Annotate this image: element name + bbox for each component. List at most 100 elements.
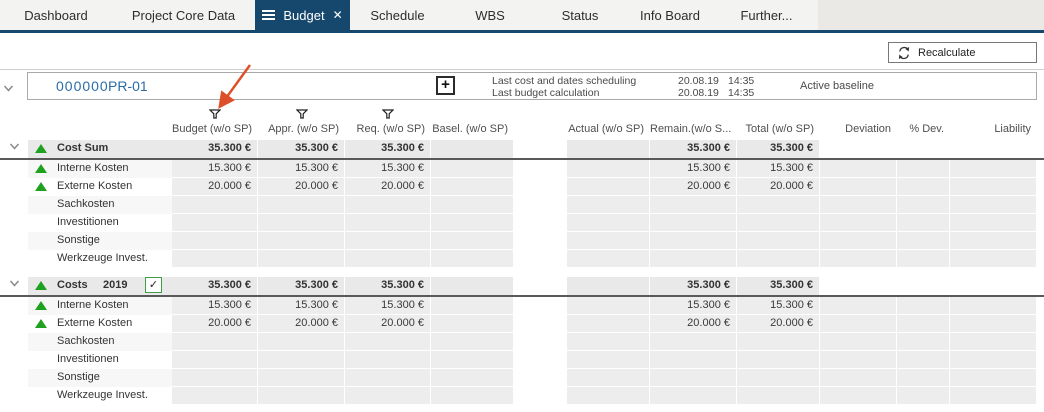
- cell-appr[interactable]: 15.300 €: [258, 160, 345, 178]
- cell-liability[interactable]: [950, 160, 1037, 178]
- cell-total[interactable]: [737, 232, 820, 250]
- cell-remain[interactable]: [650, 333, 737, 351]
- col-header-actual[interactable]: Actual (w/o SP): [568, 123, 644, 135]
- cell-liability[interactable]: [950, 315, 1037, 333]
- tab-project-core-data[interactable]: Project Core Data: [131, 7, 236, 23]
- tab-budget[interactable]: Budget ✕: [255, 0, 350, 30]
- check-icon[interactable]: ✓: [145, 277, 162, 293]
- cell-deviation[interactable]: [820, 140, 897, 158]
- cell-actual[interactable]: [567, 369, 650, 387]
- cell-actual[interactable]: [567, 196, 650, 214]
- col-header-remain[interactable]: Remain.(w/o S...: [650, 123, 732, 135]
- filter-icon[interactable]: [345, 106, 431, 124]
- cell-deviation[interactable]: [820, 387, 897, 405]
- cell-total[interactable]: [737, 250, 820, 268]
- cell-budget[interactable]: 35.300 €: [172, 277, 258, 295]
- cell-actual[interactable]: [567, 333, 650, 351]
- cell-pdev[interactable]: [897, 178, 950, 196]
- cell-req[interactable]: 20.000 €: [345, 315, 431, 333]
- cell-basel[interactable]: [431, 178, 514, 196]
- cell-pdev[interactable]: [897, 333, 950, 351]
- cell-pdev[interactable]: [897, 140, 950, 158]
- cell-appr[interactable]: [258, 250, 345, 268]
- cell-remain[interactable]: 20.000 €: [650, 315, 737, 333]
- cell-pdev[interactable]: [897, 214, 950, 232]
- cell-appr[interactable]: [258, 214, 345, 232]
- col-header-liability[interactable]: Liability: [994, 123, 1031, 135]
- cell-liability[interactable]: [950, 196, 1037, 214]
- cell-req[interactable]: [345, 196, 431, 214]
- cell-basel[interactable]: [431, 250, 514, 268]
- cell-deviation[interactable]: [820, 178, 897, 196]
- cell-basel[interactable]: [431, 196, 514, 214]
- cell-budget[interactable]: 20.000 €: [172, 315, 258, 333]
- cell-liability[interactable]: [950, 387, 1037, 405]
- cell-remain[interactable]: [650, 214, 737, 232]
- cell-pdev[interactable]: [897, 387, 950, 405]
- cell-actual[interactable]: [567, 387, 650, 405]
- cell-total[interactable]: [737, 351, 820, 369]
- cell-actual[interactable]: [567, 277, 650, 295]
- col-header-basel[interactable]: Basel. (w/o SP): [432, 123, 508, 135]
- group-label-cell[interactable]: Cost Sum: [28, 140, 172, 158]
- cell-total[interactable]: [737, 196, 820, 214]
- cell-req[interactable]: [345, 333, 431, 351]
- cell-appr[interactable]: [258, 333, 345, 351]
- cell-budget[interactable]: 20.000 €: [172, 178, 258, 196]
- cell-pdev[interactable]: [897, 160, 950, 178]
- cell-liability[interactable]: [950, 277, 1037, 295]
- cell-actual[interactable]: [567, 297, 650, 315]
- cell-budget[interactable]: [172, 196, 258, 214]
- cell-basel[interactable]: [431, 214, 514, 232]
- cell-basel[interactable]: [431, 387, 514, 405]
- filter-icon[interactable]: [172, 106, 258, 124]
- cell-remain[interactable]: 15.300 €: [650, 160, 737, 178]
- cell-appr[interactable]: [258, 369, 345, 387]
- cell-deviation[interactable]: [820, 232, 897, 250]
- cell-pdev[interactable]: [897, 277, 950, 295]
- tab-schedule[interactable]: Schedule: [370, 7, 425, 23]
- cell-deviation[interactable]: [820, 315, 897, 333]
- cell-pdev[interactable]: [897, 250, 950, 268]
- cell-pdev[interactable]: [897, 369, 950, 387]
- cell-remain[interactable]: [650, 196, 737, 214]
- tab-dashboard[interactable]: Dashboard: [24, 7, 88, 23]
- cell-total[interactable]: 20.000 €: [737, 315, 820, 333]
- cell-req[interactable]: 35.300 €: [345, 277, 431, 295]
- cell-basel[interactable]: [431, 315, 514, 333]
- cell-req[interactable]: 20.000 €: [345, 178, 431, 196]
- tab-status[interactable]: Status: [561, 7, 599, 23]
- chevron-down-icon[interactable]: [0, 277, 28, 295]
- cell-actual[interactable]: [567, 214, 650, 232]
- cell-total[interactable]: 15.300 €: [737, 297, 820, 315]
- cell-total[interactable]: 15.300 €: [737, 160, 820, 178]
- cell-liability[interactable]: [950, 250, 1037, 268]
- col-header-budget[interactable]: Budget (w/o SP): [172, 123, 253, 135]
- cell-appr[interactable]: 20.000 €: [258, 315, 345, 333]
- col-header-req[interactable]: Req. (w/o SP): [356, 123, 425, 135]
- cell-deviation[interactable]: [820, 369, 897, 387]
- cell-total[interactable]: 35.300 €: [737, 277, 820, 295]
- cell-budget[interactable]: [172, 387, 258, 405]
- hamburger-icon[interactable]: [262, 10, 276, 20]
- cell-deviation[interactable]: [820, 196, 897, 214]
- cell-req[interactable]: 15.300 €: [345, 160, 431, 178]
- col-header-appr[interactable]: Appr. (w/o SP): [268, 123, 339, 135]
- cell-actual[interactable]: [567, 232, 650, 250]
- cell-basel[interactable]: [431, 369, 514, 387]
- cell-appr[interactable]: 20.000 €: [258, 178, 345, 196]
- cell-req[interactable]: [345, 387, 431, 405]
- cell-budget[interactable]: [172, 351, 258, 369]
- cell-budget[interactable]: [172, 369, 258, 387]
- cell-pdev[interactable]: [897, 315, 950, 333]
- cell-liability[interactable]: [950, 140, 1037, 158]
- cell-remain[interactable]: [650, 387, 737, 405]
- cell-liability[interactable]: [950, 333, 1037, 351]
- cell-deviation[interactable]: [820, 277, 897, 295]
- cell-remain[interactable]: [650, 232, 737, 250]
- cell-budget[interactable]: 35.300 €: [172, 140, 258, 158]
- cell-remain[interactable]: 15.300 €: [650, 297, 737, 315]
- cell-appr[interactable]: 15.300 €: [258, 297, 345, 315]
- cell-basel[interactable]: [431, 351, 514, 369]
- cell-total[interactable]: [737, 214, 820, 232]
